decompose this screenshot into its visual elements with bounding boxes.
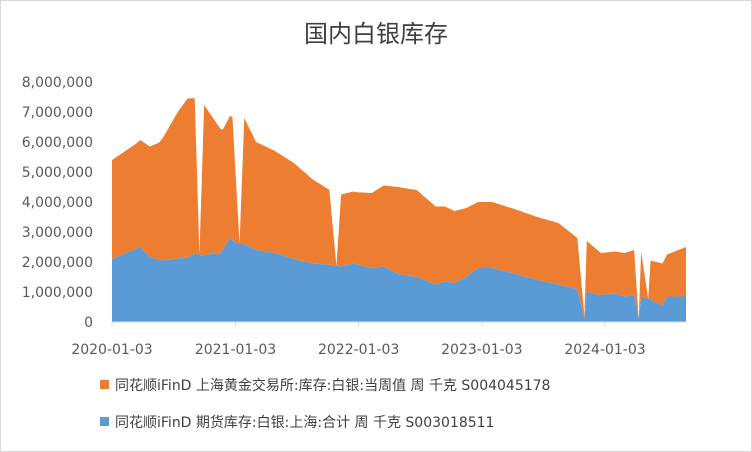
x-tick-label: 2024-01-03 xyxy=(564,342,645,358)
chart-title: 国内白银库存 xyxy=(304,20,448,48)
x-tick-label: 2021-01-03 xyxy=(195,342,276,358)
area-series-shfe xyxy=(112,238,686,322)
legend-swatch-shfe xyxy=(100,417,109,426)
chart-areas xyxy=(112,98,686,322)
legend-label-sge: 同花顺iFinD 上海黄金交易所:库存:白银:当周值 周 千克 S0040451… xyxy=(115,378,551,394)
chart-axes xyxy=(111,321,686,327)
legend-swatch-sge xyxy=(100,380,109,389)
y-tick-label: 8,000,000 xyxy=(22,75,93,91)
y-tick-label: 4,000,000 xyxy=(22,195,93,211)
x-tick-label: 2022-01-03 xyxy=(318,342,399,358)
y-tick-label: 5,000,000 xyxy=(22,165,93,181)
y-tick-label: 1,000,000 xyxy=(22,285,93,301)
legend-item-sge: 同花顺iFinD 上海黄金交易所:库存:白银:当周值 周 千克 S0040451… xyxy=(100,375,550,395)
x-tick-label: 2020-01-03 xyxy=(71,342,152,358)
y-tick-label: 3,000,000 xyxy=(22,225,93,241)
y-tick-label: 0 xyxy=(84,315,93,331)
y-tick-label: 6,000,000 xyxy=(22,135,93,151)
area-series-sge xyxy=(112,98,686,319)
y-tick-label: 2,000,000 xyxy=(22,255,93,271)
legend-label-shfe: 同花顺iFinD 期货库存:白银:上海:合计 周 千克 S003018511 xyxy=(115,415,495,431)
y-axis-ticks: 0 1,000,000 2,000,000 3,000,000 4,000,000 5,0… xyxy=(22,75,93,331)
x-axis-ticks: 2020-01-03 2021-01-03 2022-01-03 2023-01-03… xyxy=(71,342,645,358)
y-tick-label: 7,000,000 xyxy=(22,105,93,121)
legend-item-shfe: 同花顺iFinD 期货库存:白银:上海:合计 周 千克 S003018511 xyxy=(100,412,494,432)
x-tick-label: 2023-01-03 xyxy=(441,342,522,358)
